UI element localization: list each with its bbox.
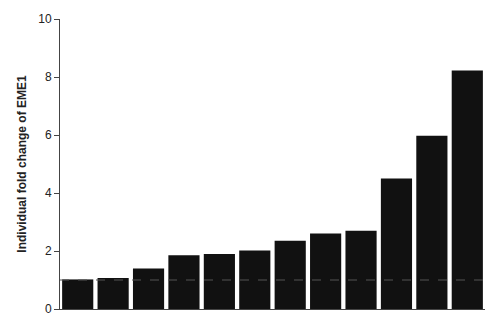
svg-text:0: 0 [45,302,52,316]
svg-text:6: 6 [45,128,52,142]
svg-text:8: 8 [45,70,52,84]
svg-text:Individual fold change of EME1: Individual fold change of EME1 [15,75,29,253]
svg-text:10: 10 [38,12,52,26]
svg-text:4: 4 [45,186,52,200]
svg-text:2: 2 [45,244,52,258]
